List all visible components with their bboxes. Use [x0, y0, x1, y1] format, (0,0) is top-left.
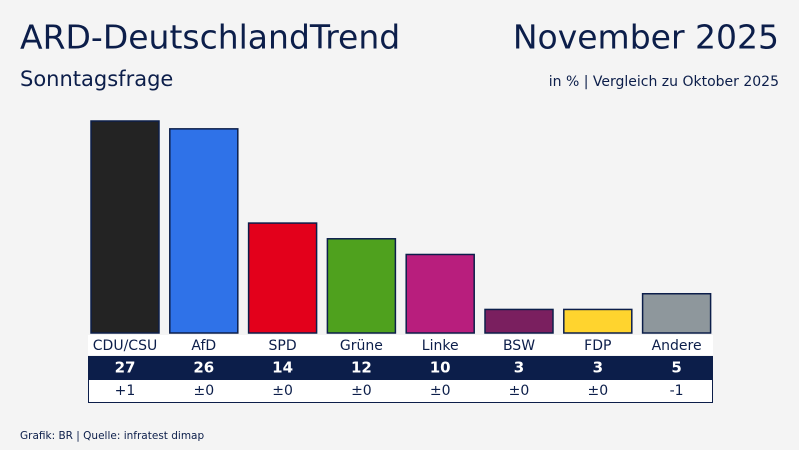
category-label: Andere	[652, 338, 702, 354]
change-label: ±0	[430, 383, 451, 399]
bar	[641, 292, 712, 334]
chart-subtitle: Sonntagsfrage	[20, 67, 173, 91]
change-label: ±0	[351, 383, 372, 399]
category-row	[88, 335, 713, 355]
bar	[169, 128, 239, 334]
value-label: 27	[115, 359, 136, 377]
category-label: SPD	[269, 338, 297, 354]
source: Grafik: BR | Quelle: infratest dimap	[20, 430, 204, 442]
value-label: 12	[351, 359, 372, 377]
value-label: 3	[514, 359, 524, 377]
change-label: ±0	[193, 383, 214, 399]
bar	[405, 253, 475, 334]
change-label: ±0	[587, 383, 608, 399]
bar	[90, 120, 160, 334]
category-label: BSW	[503, 338, 535, 354]
value-label: 14	[272, 359, 293, 377]
value-label: 3	[593, 359, 603, 377]
change-row	[88, 379, 713, 403]
category-label: CDU/CSU	[93, 338, 157, 354]
change-label: -1	[670, 383, 684, 399]
bar	[563, 308, 633, 334]
change-label: +1	[115, 383, 136, 399]
value-label: 26	[193, 359, 214, 377]
value-label: 5	[671, 359, 681, 377]
bar	[484, 308, 554, 334]
chart-note: in % | Vergleich zu Oktober 2025	[549, 74, 779, 90]
category-label: Linke	[422, 338, 459, 354]
category-label: FDP	[584, 338, 611, 354]
chart-title: ARD-DeutschlandTrend	[20, 18, 400, 57]
category-label: AfD	[191, 338, 216, 354]
value-label: 10	[430, 359, 451, 377]
value-row	[88, 356, 713, 379]
change-label: ±0	[509, 383, 530, 399]
bar	[247, 222, 318, 334]
bar	[326, 238, 397, 334]
chart-date: November 2025	[513, 18, 779, 57]
category-label: Grüne	[340, 338, 383, 354]
change-label: ±0	[272, 383, 293, 399]
